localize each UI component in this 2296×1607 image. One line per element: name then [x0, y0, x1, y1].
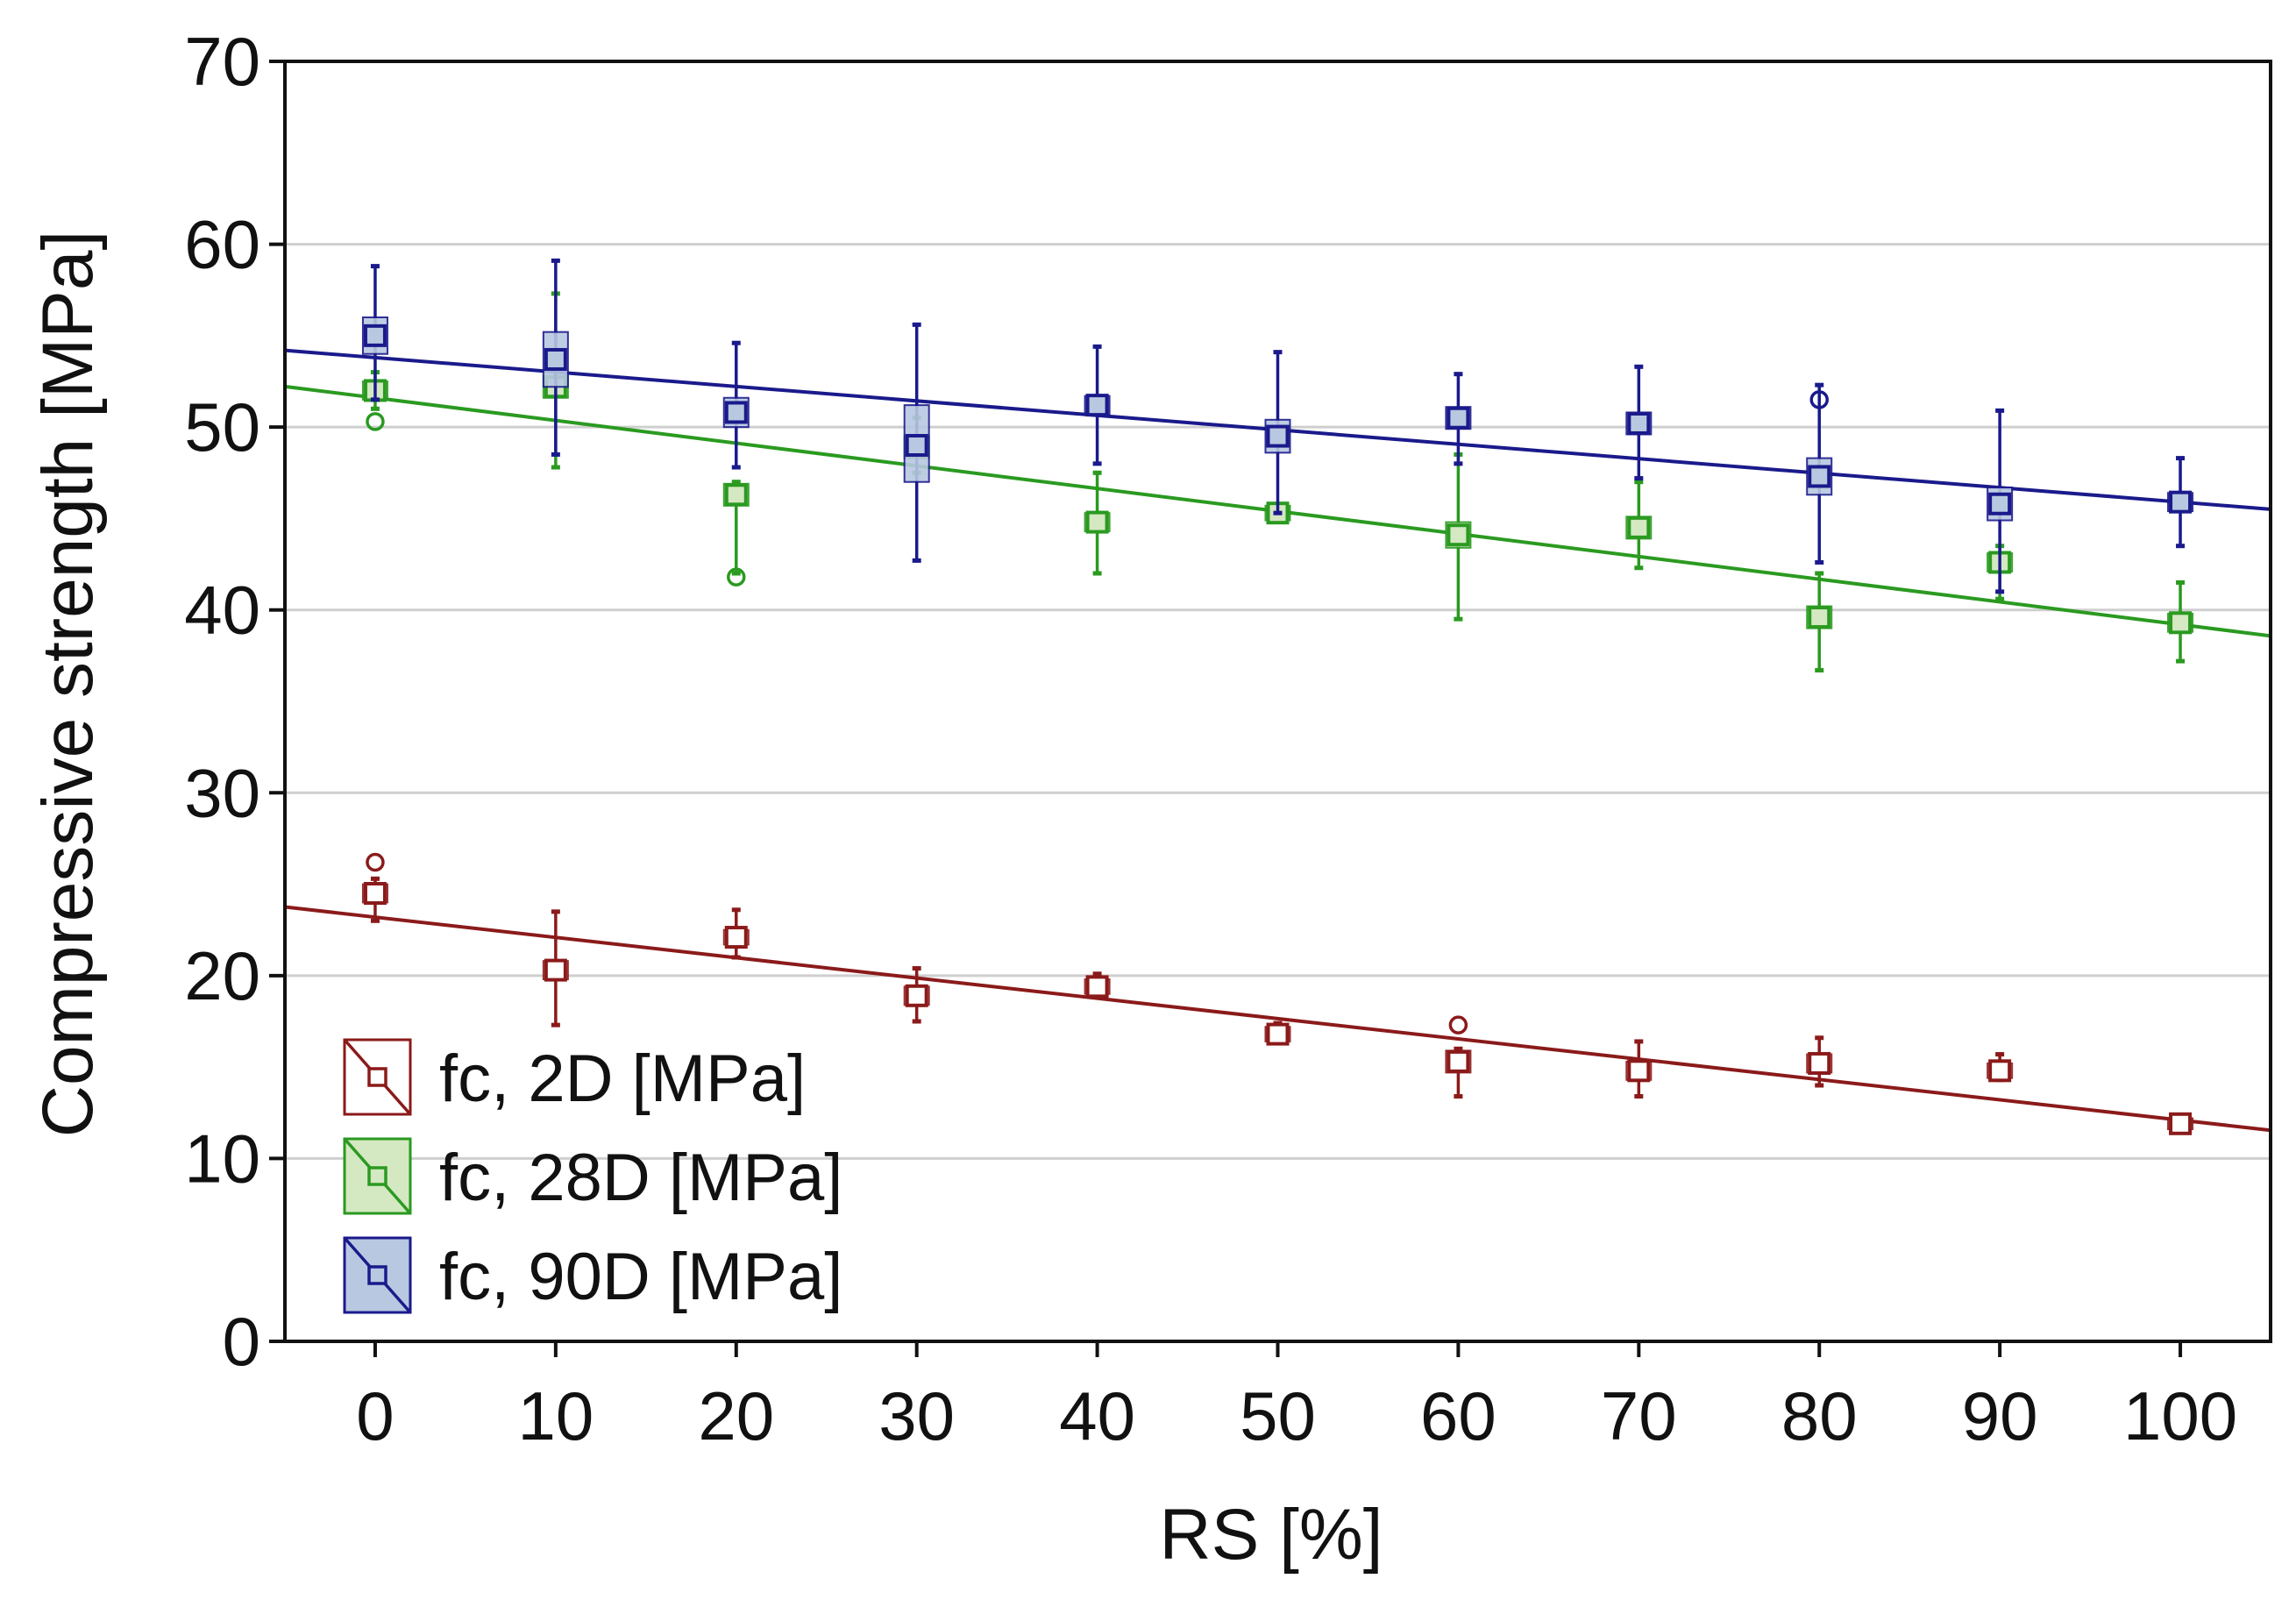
y-tick-label: 50 — [184, 388, 260, 466]
y-tick-label: 30 — [184, 754, 260, 831]
y-tick-label: 60 — [184, 206, 260, 283]
mean-marker — [724, 926, 748, 949]
legend-label: fc, 90D [MPa] — [439, 1240, 842, 1314]
mean-marker — [1085, 975, 1109, 999]
mean-marker — [1447, 406, 1470, 430]
legend-marker — [367, 1067, 387, 1087]
legend-label: fc, 28D [MPa] — [439, 1141, 842, 1215]
mean-marker — [1988, 492, 2012, 516]
legend-marker — [367, 1166, 387, 1186]
mean-marker — [363, 324, 387, 347]
legend: fc, 2D [MPa] fc, 28D [MPa] fc, 90D [MPa] — [343, 1038, 842, 1314]
x-tick-label: 80 — [1781, 1377, 1858, 1454]
x-tick-label: 90 — [1962, 1377, 2038, 1454]
mean-marker — [544, 958, 567, 982]
outlier-point — [1809, 390, 1829, 409]
x-tick-label: 40 — [1059, 1377, 1135, 1454]
y-axis-label: Compressive strength [MPa] — [28, 231, 108, 1138]
legend-item: fc, 90D [MPa] — [343, 1236, 842, 1314]
x-axis-label: RS [%] — [1159, 1495, 1383, 1575]
legend-label: fc, 2D [MPa] — [439, 1042, 806, 1116]
data-marks — [361, 258, 2194, 1135]
mean-marker — [1627, 1059, 1651, 1083]
x-tick-label: 0 — [356, 1377, 394, 1454]
mean-marker — [1266, 424, 1290, 448]
mean-marker — [1266, 1022, 1290, 1046]
x-tick-label: 60 — [1420, 1377, 1496, 1454]
series-3 — [361, 258, 2194, 594]
mean-marker — [1627, 411, 1651, 435]
mean-marker — [1085, 394, 1109, 417]
outlier-point — [366, 412, 385, 431]
x-tick-label: 10 — [517, 1377, 594, 1454]
outlier-point — [727, 567, 746, 587]
mean-marker — [1085, 510, 1109, 534]
y-tick-label: 70 — [184, 23, 260, 100]
x-tick-label: 50 — [1240, 1377, 1316, 1454]
mean-marker — [2169, 490, 2193, 514]
outlier-point — [366, 852, 385, 872]
mean-marker — [1988, 1059, 2012, 1083]
mean-marker — [1808, 606, 1831, 629]
mean-marker — [724, 483, 748, 507]
mean-marker — [905, 984, 928, 1007]
x-tick-label: 70 — [1601, 1377, 1677, 1454]
y-tick-label: 0 — [223, 1303, 260, 1380]
legend-item: fc, 28D [MPa] — [343, 1137, 842, 1215]
legend-item: fc, 2D [MPa] — [343, 1038, 806, 1116]
x-tick-label: 30 — [878, 1377, 955, 1454]
x-ticks: 0 10 20 30 40 50 60 70 80 90 100 — [356, 1341, 2237, 1454]
mean-marker — [2169, 1112, 2193, 1135]
mean-marker — [544, 347, 567, 371]
mean-marker — [724, 401, 748, 424]
series-1 — [361, 852, 2194, 1135]
mean-marker — [905, 434, 928, 457]
y-tick-label: 40 — [184, 572, 260, 649]
mean-marker — [1808, 465, 1831, 488]
outlier-point — [1448, 1015, 1468, 1035]
y-tick-label: 10 — [184, 1120, 260, 1197]
x-tick-label: 100 — [2123, 1377, 2237, 1454]
mean-marker — [1447, 1049, 1470, 1073]
legend-marker — [367, 1265, 387, 1285]
mean-marker — [1808, 1051, 1831, 1075]
mean-marker — [363, 882, 387, 905]
mean-marker — [1627, 516, 1651, 539]
trend-line — [284, 905, 2271, 1133]
x-tick-label: 20 — [698, 1377, 774, 1454]
y-tick-label: 20 — [184, 937, 260, 1014]
y-ticks: 0 10 20 30 40 50 60 70 — [184, 23, 285, 1380]
mean-marker — [2169, 611, 2193, 635]
mean-marker — [1447, 523, 1470, 547]
